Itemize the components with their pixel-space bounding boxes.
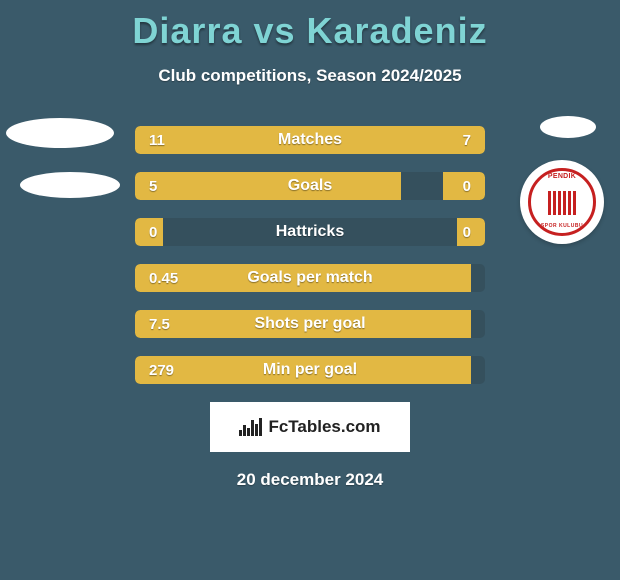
chart-icon: [239, 418, 262, 436]
stat-label: Min per goal: [135, 361, 485, 379]
attribution-text: FcTables.com: [268, 417, 380, 437]
team-left-shape-2: [20, 172, 120, 198]
stat-label: Shots per goal: [135, 315, 485, 333]
stat-bar: Goals5 0: [135, 172, 485, 200]
stat-row: Matches11 7: [135, 126, 485, 154]
stat-row: Goals per match0.45: [135, 264, 485, 292]
stat-label: Goals per match: [135, 269, 485, 287]
stat-value-right: 7: [463, 132, 471, 149]
stat-value-left: 11: [149, 132, 165, 149]
stats-area: PENDIK SPOR KULUBU Matches117Goals50Hatt…: [0, 126, 620, 384]
stat-value-left: 279: [149, 362, 174, 379]
stat-value-right: 0: [463, 224, 471, 241]
team-right-shape-1: [540, 116, 596, 138]
stat-value-left: 0: [149, 224, 157, 241]
subtitle: Club competitions, Season 2024/2025: [0, 66, 620, 86]
stat-label: Matches: [135, 131, 485, 149]
stat-bar: Hattricks0 0: [135, 218, 485, 246]
stat-bar: Matches11 7: [135, 126, 485, 154]
logo-stripes-icon: [548, 191, 576, 215]
date-text: 20 december 2024: [0, 470, 620, 490]
comparison-card: Diarra vs Karadeniz Club competitions, S…: [0, 0, 620, 490]
stat-label: Hattricks: [135, 223, 485, 241]
stat-value-right: 0: [463, 178, 471, 195]
stat-bar: Shots per goal7.5: [135, 310, 485, 338]
team-right-logo: PENDIK SPOR KULUBU: [520, 160, 604, 244]
stat-rows-container: Matches117Goals50Hattricks00Goals per ma…: [0, 126, 620, 384]
stat-bar: Min per goal279: [135, 356, 485, 384]
stat-row: Hattricks0 0: [135, 218, 485, 246]
stat-row: Shots per goal7.5: [135, 310, 485, 338]
stat-bar: Goals per match0.45: [135, 264, 485, 292]
stat-label: Goals: [135, 177, 485, 195]
attribution-box: FcTables.com: [210, 402, 410, 452]
stat-row: Goals5 0: [135, 172, 485, 200]
page-title: Diarra vs Karadeniz: [0, 10, 620, 52]
logo-text-top: PENDIK: [548, 173, 576, 180]
stat-value-left: 5: [149, 178, 157, 195]
stat-row: Min per goal279: [135, 356, 485, 384]
pendik-logo-icon: PENDIK SPOR KULUBU: [528, 168, 596, 236]
stat-value-left: 0.45: [149, 270, 178, 287]
logo-text-bottom: SPOR KULUBU: [541, 223, 583, 229]
stat-value-left: 7.5: [149, 316, 170, 333]
team-left-shape-1: [6, 118, 114, 148]
